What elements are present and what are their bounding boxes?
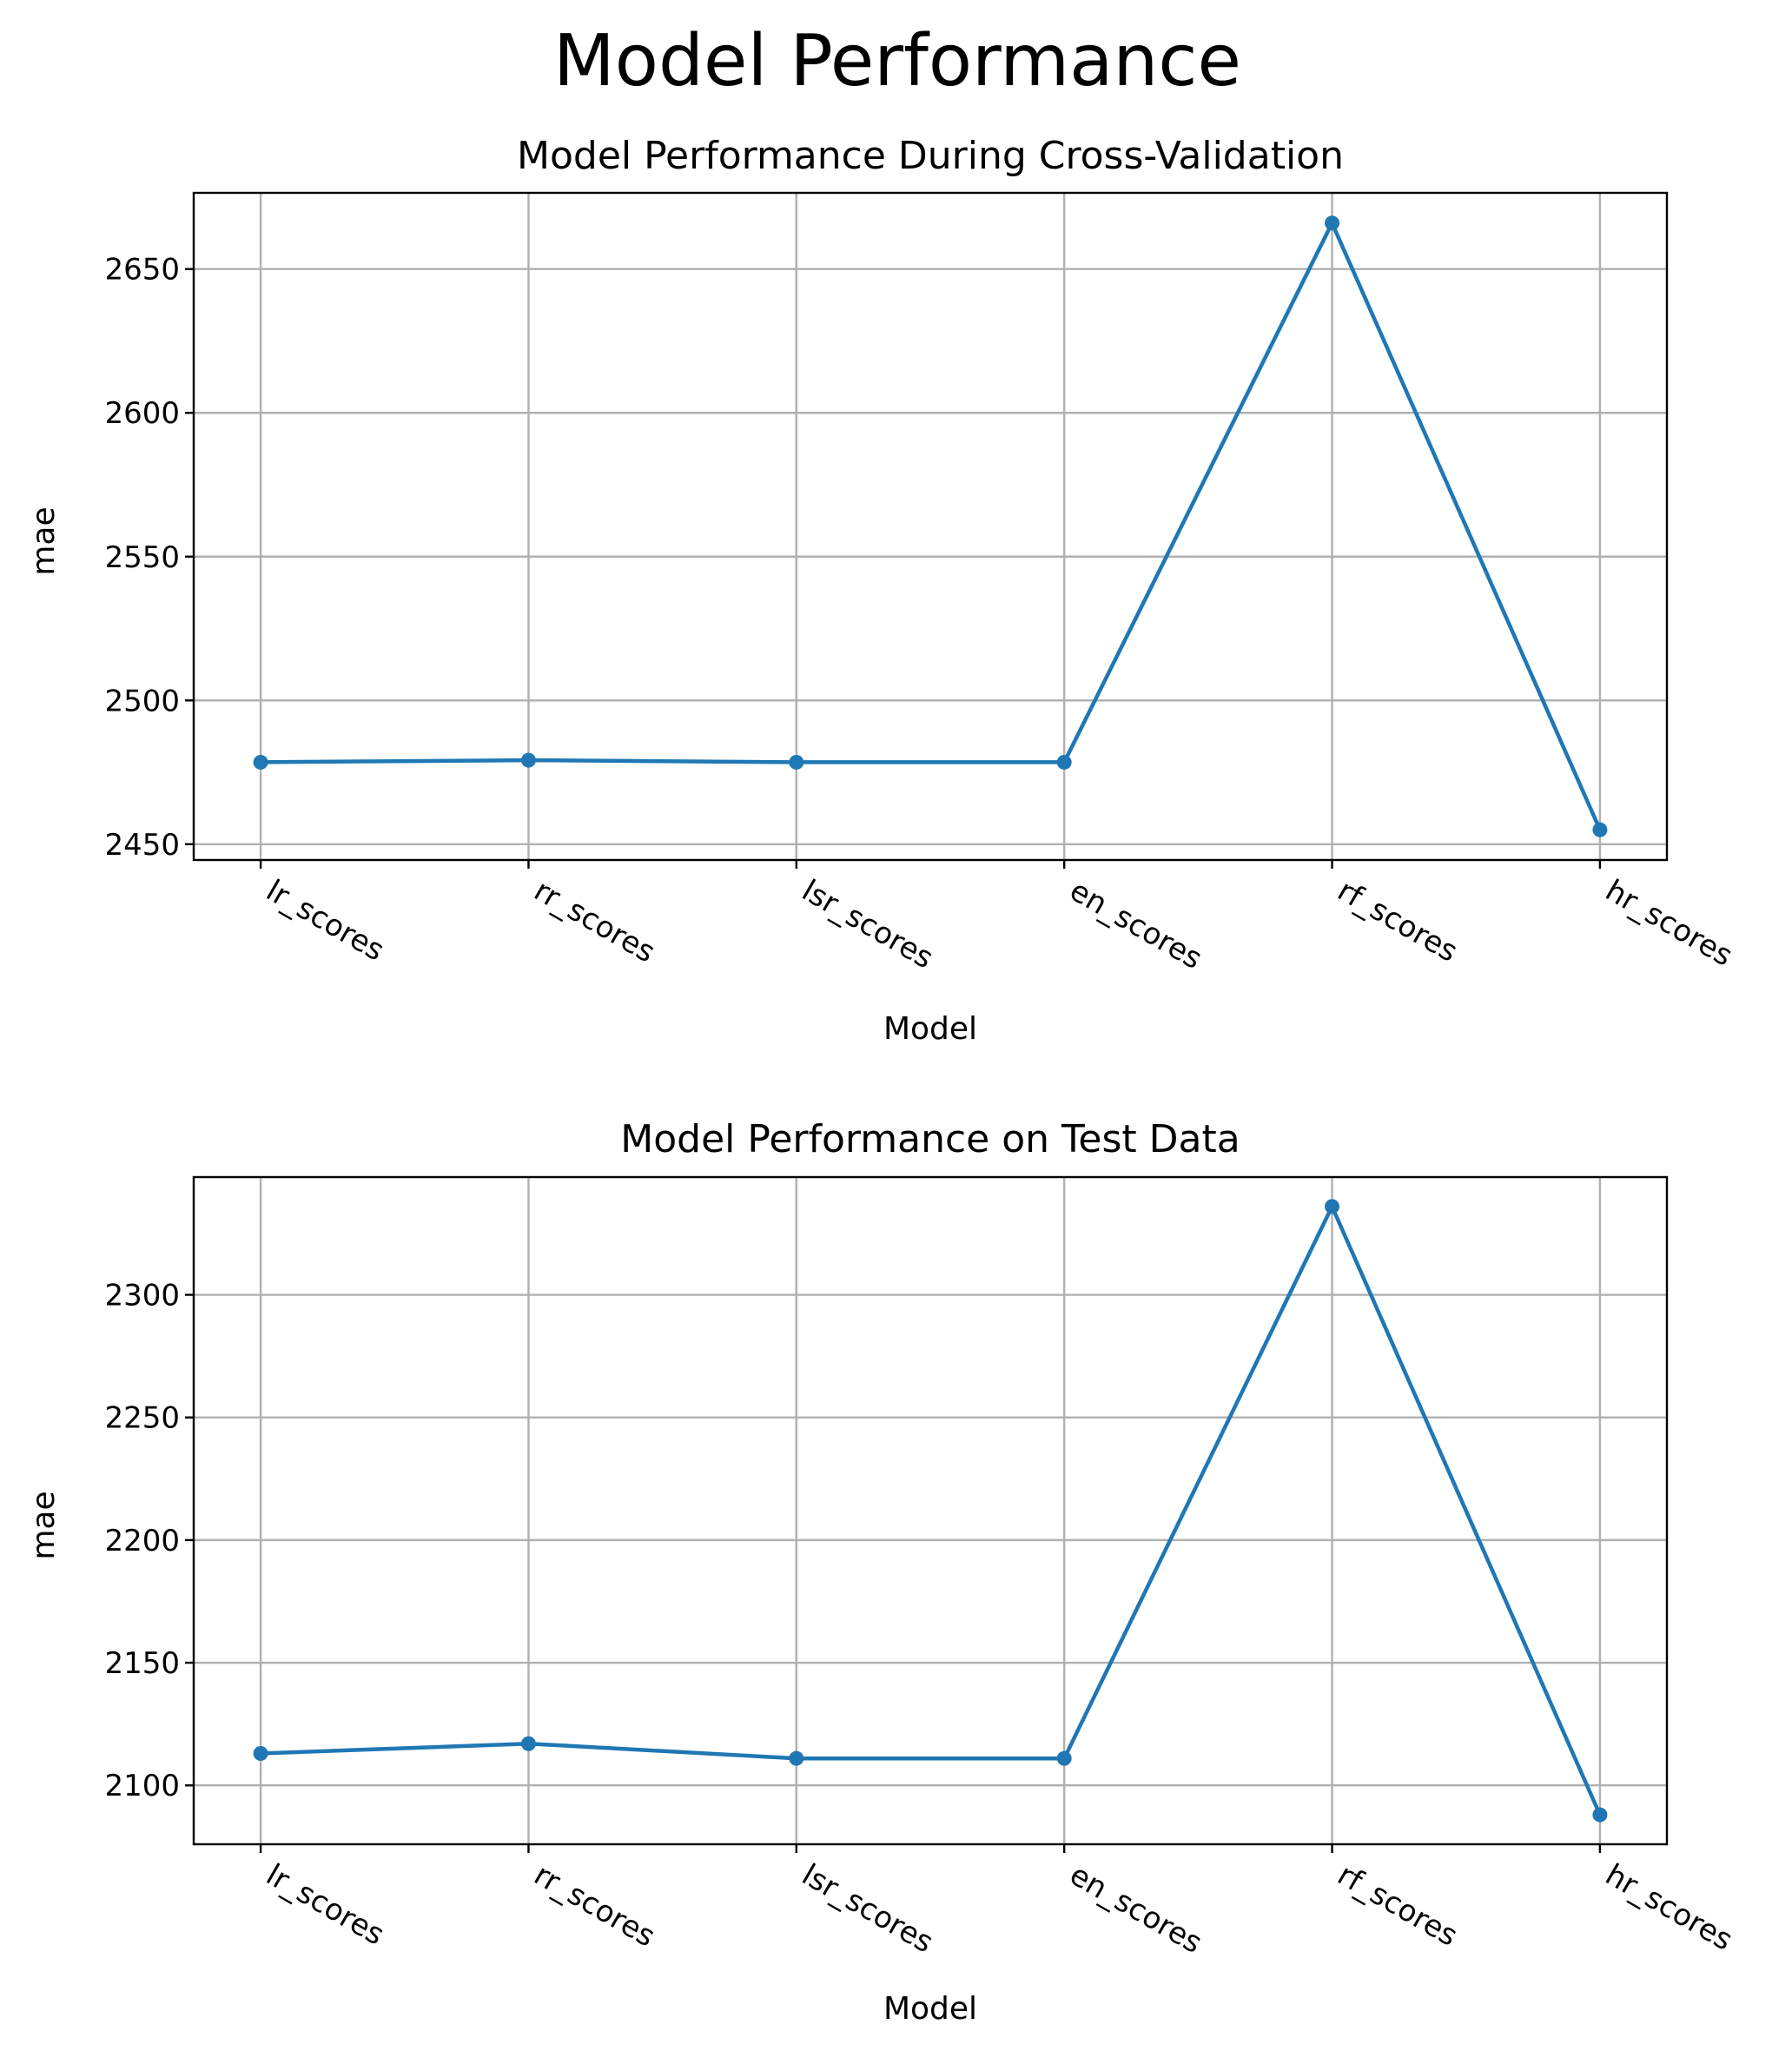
y-tick-label: 2100 <box>104 1769 180 1803</box>
data-point <box>1592 1807 1608 1823</box>
y-axis-label: mae <box>26 1491 62 1559</box>
figure-suptitle: Model Performance <box>553 20 1241 103</box>
y-tick-label: 2250 <box>104 1401 180 1436</box>
x-tick-label: lr_scores <box>261 873 390 968</box>
data-point <box>1056 1750 1072 1766</box>
y-tick-label: 2550 <box>104 540 180 575</box>
x-tick-label: rr_scores <box>528 873 661 969</box>
x-tick-label: lsr_scores <box>796 1857 939 1960</box>
data-point <box>1592 822 1608 837</box>
y-tick-label: 2650 <box>104 253 180 288</box>
x-tick-label: rf_scores <box>1332 1857 1464 1954</box>
y-axis-label: mae <box>26 506 62 575</box>
plot-area-frame <box>192 1175 1669 1846</box>
x-tick-label: rf_scores <box>1332 873 1464 969</box>
x-tick-label: en_scores <box>1064 1857 1208 1961</box>
x-axis-label: Model <box>883 1991 977 2027</box>
x-tick-label: lsr_scores <box>796 873 939 976</box>
data-point <box>253 1746 268 1762</box>
x-axis-label: Model <box>883 1011 977 1047</box>
x-tick-label: lr_scores <box>261 1857 390 1952</box>
y-tick-label: 2600 <box>104 396 180 431</box>
y-tick-label: 2200 <box>104 1524 180 1558</box>
series-line <box>261 221 1602 831</box>
chart-panel-test-data: Model Performance on Test Data Model mae… <box>26 1117 1738 2027</box>
y-tick-label: 2300 <box>104 1279 180 1313</box>
y-tick-label: 2450 <box>104 828 180 863</box>
data-point <box>1056 754 1072 770</box>
data-point <box>253 754 268 770</box>
x-tick-label: hr_scores <box>1599 1857 1738 1957</box>
data-point <box>789 1750 804 1766</box>
y-tick-label: 2500 <box>104 684 180 718</box>
series-line <box>261 1204 1602 1816</box>
x-tick-label: rr_scores <box>528 1857 661 1954</box>
plot-area-frame <box>192 191 1669 862</box>
y-tick-label: 2150 <box>104 1646 180 1681</box>
chart-title: Model Performance on Test Data <box>620 1117 1240 1161</box>
x-tick-label: en_scores <box>1064 873 1208 976</box>
data-point <box>1325 1199 1340 1214</box>
chart-panel-cross-validation: Model Performance During Cross-Validatio… <box>26 134 1738 1047</box>
chart-title: Model Performance During Cross-Validatio… <box>517 134 1344 178</box>
data-point <box>520 752 536 768</box>
data-point <box>1325 215 1340 231</box>
x-tick-label: hr_scores <box>1599 873 1738 973</box>
data-point <box>520 1736 536 1751</box>
data-point <box>789 754 804 770</box>
